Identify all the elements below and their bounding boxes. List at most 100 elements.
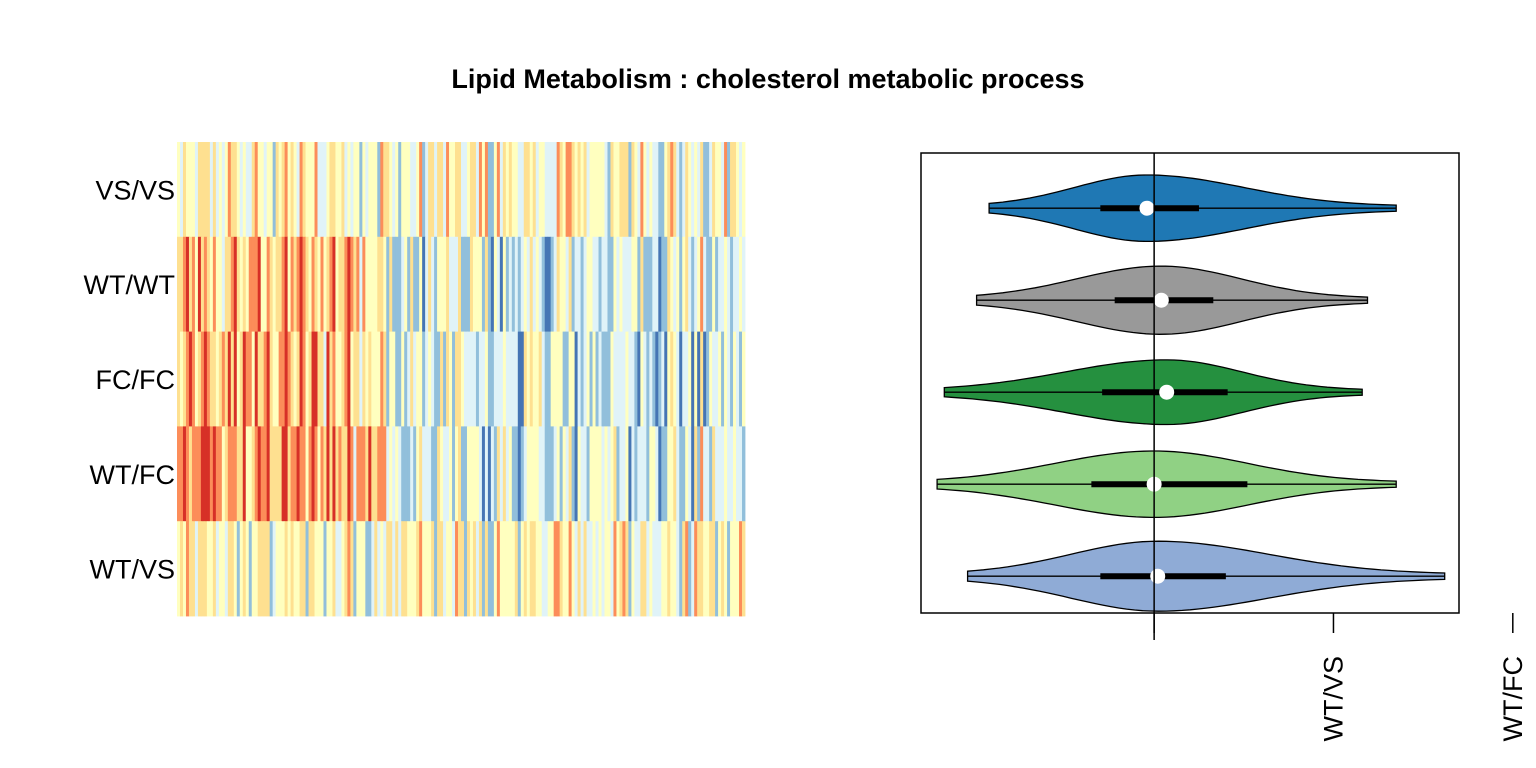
heatmap-cell	[517, 236, 522, 332]
heatmap-cell	[440, 426, 444, 522]
heatmap-cell	[466, 236, 471, 332]
heatmap-cell	[646, 142, 650, 238]
heatmap-cell	[607, 142, 611, 238]
heatmap-cell	[658, 236, 662, 332]
heatmap-cell	[526, 426, 531, 522]
heatmap-cell	[177, 426, 181, 522]
heatmap-cell	[374, 426, 378, 522]
heatmap-cell	[227, 142, 232, 238]
heatmap-cell	[422, 521, 426, 617]
heatmap-cell	[742, 426, 746, 522]
heatmap-cell	[287, 142, 291, 238]
heatmap-cell	[547, 331, 552, 427]
heatmap-cell	[257, 426, 262, 522]
heatmap-cell	[311, 236, 315, 332]
heatmap-cell	[428, 521, 432, 617]
heatmap-cell	[658, 331, 662, 427]
heatmap-cell	[215, 331, 220, 427]
heatmap-cell	[553, 426, 558, 522]
heatmap-cell	[661, 142, 665, 238]
heatmap-cell	[613, 426, 617, 522]
heatmap-cell	[598, 426, 602, 522]
heatmap-cell	[658, 142, 662, 238]
heatmap-cell	[694, 331, 698, 427]
heatmap-cell	[553, 236, 558, 332]
heatmap-cell	[177, 236, 181, 332]
heatmap-cell	[568, 236, 573, 332]
heatmap-cell	[362, 236, 366, 332]
heatmap-cell	[320, 521, 324, 617]
heatmap-cell	[631, 331, 635, 427]
heatmap-cell	[191, 142, 196, 238]
heatmap-cell	[227, 236, 232, 332]
heatmap-cell	[634, 521, 638, 617]
heatmap-cell	[499, 426, 504, 522]
heatmap-cell	[230, 331, 235, 427]
heatmap-cell	[691, 236, 695, 332]
x-tick-label: WT/FC	[1498, 656, 1528, 741]
heatmap-cell	[598, 142, 602, 238]
heatmap-cell	[496, 331, 501, 427]
heatmap-cell	[577, 521, 581, 617]
heatmap-cell	[380, 236, 384, 332]
heatmap-cell	[254, 521, 259, 617]
heatmap-cell	[461, 236, 465, 332]
heatmap-cell	[538, 142, 543, 238]
heatmap-cell	[481, 426, 486, 522]
heatmap-cell	[437, 142, 441, 238]
heatmap-cell	[308, 142, 312, 238]
heatmap-cell	[667, 142, 671, 238]
heatmap-cell	[356, 236, 360, 332]
heatmap-cell	[526, 521, 531, 617]
heatmap-cell	[529, 521, 534, 617]
heatmap-cell	[185, 331, 190, 427]
heatmap-cell	[514, 236, 519, 332]
heatmap-cell	[380, 331, 384, 427]
heatmap-cell	[655, 142, 659, 238]
heatmap-cell	[419, 426, 423, 522]
row-label: FC/FC	[96, 365, 175, 395]
heatmap-cell	[610, 331, 614, 427]
heatmap-cell	[649, 521, 653, 617]
heatmap-cell	[595, 142, 599, 238]
heatmap-cell	[673, 142, 677, 238]
heatmap-cell	[263, 426, 268, 522]
heatmap-cell	[347, 331, 351, 427]
heatmap-cell	[191, 331, 196, 427]
heatmap-cell	[535, 142, 540, 238]
heatmap-cell	[718, 426, 722, 522]
heatmap-cell	[434, 331, 438, 427]
heatmap-cell	[200, 331, 205, 427]
heatmap-cell	[245, 236, 250, 332]
heatmap-cell	[532, 331, 537, 427]
heatmap-cell	[580, 236, 584, 332]
heatmap-cell	[499, 331, 504, 427]
heatmap-cell	[568, 331, 573, 427]
heatmap-cell	[592, 331, 596, 427]
heatmap-cell	[676, 142, 680, 238]
heatmap-cell	[242, 236, 247, 332]
heatmap-cell	[535, 521, 540, 617]
heatmap-cell	[604, 331, 608, 427]
heatmap-cell	[538, 331, 543, 427]
heatmap-cell	[221, 426, 226, 522]
heatmap-cell	[556, 142, 561, 238]
heatmap-cell	[179, 521, 184, 617]
heatmap-cell	[177, 521, 181, 617]
heatmap-cell	[332, 331, 336, 427]
heatmap-cell	[487, 521, 492, 617]
heatmap-cell	[365, 521, 369, 617]
heatmap-cell	[212, 331, 217, 427]
heatmap-cell	[188, 142, 193, 238]
heatmap-cell	[263, 236, 268, 332]
heatmap-cell	[664, 236, 668, 332]
heatmap-cell	[179, 142, 184, 238]
heatmap-cell	[619, 426, 623, 522]
heatmap-cell	[685, 426, 689, 522]
heatmap-cell	[215, 521, 220, 617]
x-tick-label: WT/VS	[1319, 656, 1349, 742]
heatmap-cell	[589, 142, 593, 238]
heatmap-cell	[496, 521, 501, 617]
heatmap-cell	[329, 142, 333, 238]
heatmap-cell	[413, 521, 417, 617]
